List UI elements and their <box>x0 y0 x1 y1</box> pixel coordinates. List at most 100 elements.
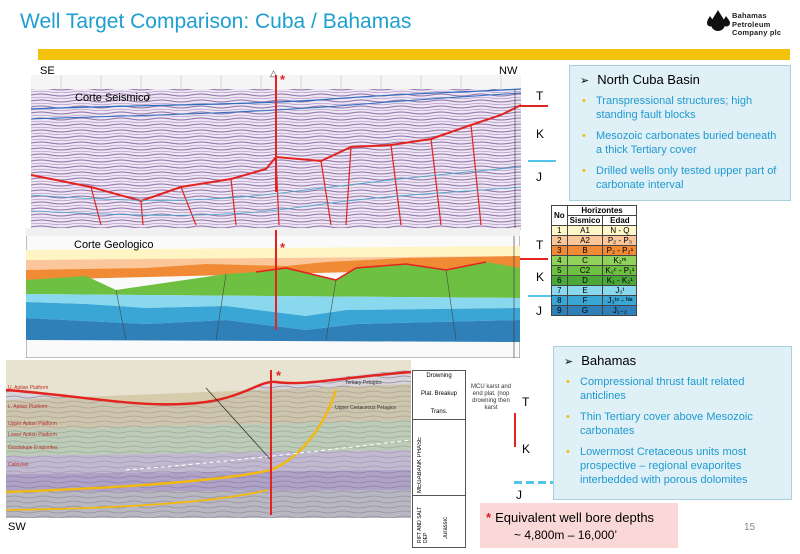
logo-line-3: Company plc <box>732 28 782 38</box>
oil-drop-icon <box>707 10 730 31</box>
well-bore-geologic <box>275 230 277 330</box>
company-logo: Bahamas Petroleum Company plc <box>706 8 796 42</box>
table-row: 6 D K₁ - K₂¹ <box>551 275 638 286</box>
k-label: K <box>536 270 545 284</box>
bahamas-layer-label-list: U. Aptian Platform L. Aptian Platform Up… <box>8 385 57 469</box>
north-cuba-heading: North Cuba Basin <box>597 72 700 87</box>
direction-sw-label: SW <box>8 521 26 533</box>
t-marker-line <box>520 105 548 107</box>
t-label: T <box>522 395 530 409</box>
table-cell-edad: K₂ᵐ <box>602 255 638 266</box>
list-item: • Drilled wells only tested upper part of… <box>582 165 777 191</box>
direction-se-label: SE <box>40 65 55 77</box>
table-row: 3 B P₂ - P₂¹ <box>551 245 638 256</box>
table-cell-edad: J₁₋₂ <box>602 305 638 316</box>
table-cell-edad: P₂ - P₃ <box>602 235 638 246</box>
j-label: J <box>516 488 522 502</box>
layer-label: L. Aptian Platform <box>8 404 48 410</box>
bahamas-info-box: ➢ Bahamas • Compressional thrust fault rel… <box>553 346 792 500</box>
table-row: 9 G J₁₋₂ <box>551 305 638 316</box>
j-marker-line <box>514 481 554 484</box>
table-row: 5 C2 K₂ᶜ - P₁¹ <box>551 265 638 276</box>
table-cell-sismico: A2 <box>566 235 604 246</box>
table-header-horizontes: Horizontes <box>566 205 638 216</box>
north-cuba-bullet-list: • Transpressional structures; high standi… <box>580 94 784 199</box>
depth-note-line-2: ~ 4,800m – 16,000’ <box>514 528 618 542</box>
geologic-section-image <box>26 228 520 358</box>
k-j-marker-line <box>528 160 556 162</box>
table-cell-sismico: A1 <box>566 225 604 236</box>
table-cell-no: 7 <box>551 285 568 296</box>
well-location-triangle-icon: △ <box>270 68 277 78</box>
table-cell-edad: N - Q <box>602 225 638 236</box>
logo-line-2: Petroleum <box>732 19 771 29</box>
table-cell-sismico: B <box>566 245 604 256</box>
k-j-marker-line <box>528 295 556 297</box>
logo-line-1: Bahamas <box>732 11 767 20</box>
k-label: K <box>522 442 531 456</box>
list-item: • Lowermost Cretaceous units most prospec… <box>566 446 748 486</box>
asterisk-icon: * <box>486 510 492 525</box>
table-cell-no: 5 <box>551 265 568 276</box>
layer-label: Tertiary Pelagics <box>345 380 382 386</box>
table-cell-no: 8 <box>551 295 568 306</box>
table-row: 1 A1 N - Q <box>551 225 638 236</box>
north-cuba-info-box: ➢ North Cuba Basin • Transpressional struc… <box>569 65 791 201</box>
table-row: 8 F J₃ᵗˣ - ᴺᵃ <box>551 295 638 306</box>
horizons-table-body: 1 A1 N - Q 2 A2 P₂ - P₃ 3 B P₂ - P₂¹ 4 C K₂ᵐ 5 C2 K₂ᶜ … <box>551 225 638 316</box>
table-cell-sismico: D <box>566 275 604 286</box>
list-item: • Thin Tertiary cover above Mesozoic carb… <box>566 411 753 437</box>
table-cell-sismico: E <box>566 285 604 296</box>
well-marker-geologic: * <box>280 240 286 255</box>
direction-nw-label: NW <box>499 65 518 77</box>
table-row: 4 C K₂ᵐ <box>551 255 638 266</box>
well-bore-seismic <box>275 75 277 192</box>
column-label: RIFT AND SALT DEP <box>417 506 429 543</box>
table-cell-no: 4 <box>551 255 568 266</box>
table-cell-edad: P₂ - P₂¹ <box>602 245 638 256</box>
table-cell-edad: K₂ᶜ - P₁¹ <box>602 265 638 276</box>
list-item: • Transpressional structures; high standi… <box>582 95 753 121</box>
age-label: Jurassic <box>443 516 449 539</box>
table-cell-edad: J₃ᵗˣ - ᴺᵃ <box>602 295 638 306</box>
well-marker-seismic: * <box>280 72 286 87</box>
table-cell-sismico: G <box>566 305 604 316</box>
column-label: Drowning <box>426 373 452 379</box>
well-marker-bahamas: * <box>276 368 282 383</box>
k-label: K <box>536 127 545 141</box>
bahamas-section-image <box>6 360 411 518</box>
table-cell-no: 1 <box>551 225 568 236</box>
table-row: 7 E J₃ᵗ <box>551 285 638 296</box>
layer-label: Gaudalupe Evaporites <box>8 445 58 451</box>
j-label: J <box>536 304 542 318</box>
equivalent-depth-note: * Equivalent well bore depths ~ 4,800m – … <box>480 503 678 548</box>
t-label: T <box>536 89 544 103</box>
t-label: T <box>536 238 544 252</box>
table-cell-no: 2 <box>551 235 568 246</box>
table-cell-sismico: F <box>566 295 604 306</box>
table-cell-sismico: C <box>566 255 604 266</box>
table-header-no: No <box>551 205 568 226</box>
mcu-annotation: MCU karst and end plat. (nop drowning th… <box>470 384 511 411</box>
layer-label: Lower Aptian Platform <box>8 432 57 438</box>
table-header-edad: Edad <box>602 215 638 226</box>
page-number: 15 <box>744 522 756 533</box>
page-title: Well Target Comparison: Cuba / Bahamas <box>20 10 412 33</box>
table-header-sismico: Sismico <box>566 215 604 226</box>
table-cell-edad: J₃ᵗ <box>602 285 638 296</box>
table-cell-no: 9 <box>551 305 568 316</box>
stratigraphic-column: Drowning Plat. Breakup Trans. MEGABANK P… <box>412 370 466 548</box>
table-cell-no: 3 <box>551 245 568 256</box>
table-cell-sismico: C2 <box>566 265 604 276</box>
j-label: J <box>536 170 542 184</box>
seismic-section-label: Corte Seismico <box>75 92 150 104</box>
depth-note-line-1: Equivalent well bore depths <box>495 510 655 525</box>
column-label: Trans. <box>430 409 448 415</box>
arrow-bullet-icon: ➢ <box>564 356 574 368</box>
layer-label: Callovian <box>8 462 29 468</box>
t-marker-line <box>520 258 548 260</box>
table-row: 2 A2 P₂ - P₃ <box>551 235 638 246</box>
title-underline-bar <box>38 49 790 60</box>
bahamas-heading: Bahamas <box>581 353 637 368</box>
layer-label: Upper Cretaceous Pelagics <box>335 405 396 411</box>
